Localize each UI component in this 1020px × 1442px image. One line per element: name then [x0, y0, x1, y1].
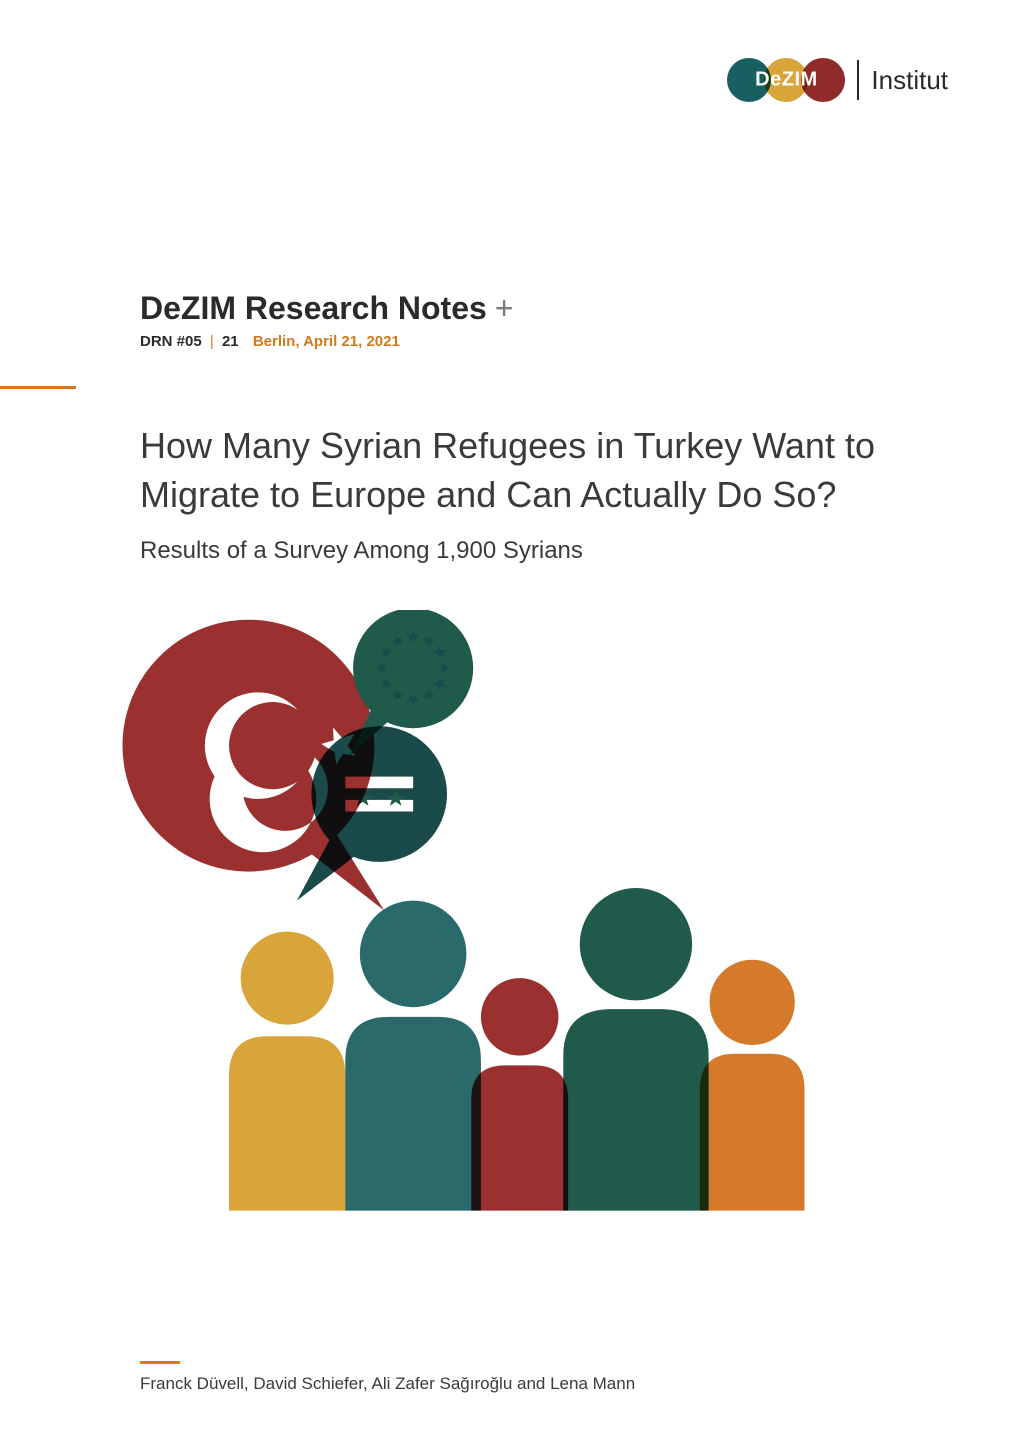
person-4: [563, 888, 708, 1211]
person-3: [471, 978, 568, 1211]
issue-date: Berlin, April 21, 2021: [253, 333, 400, 350]
logo: DeZIM Institut: [727, 58, 948, 102]
person-1: [229, 932, 345, 1211]
cover-illustration: [100, 610, 920, 1230]
issue-code: DRN #05: [140, 333, 202, 350]
page-title: How Many Syrian Refugees in Turkey Want …: [140, 422, 880, 519]
issue-line: DRN #05 | 21 Berlin, April 21, 2021: [140, 333, 880, 350]
person-5: [700, 960, 805, 1211]
accent-marker-authors: [140, 1361, 180, 1364]
person-2: [345, 901, 481, 1211]
series-plus: +: [495, 290, 514, 327]
issue-number: 21: [222, 333, 239, 350]
accent-marker-top: [0, 386, 76, 389]
logo-circles: DeZIM: [727, 58, 845, 102]
logo-suffix: Institut: [871, 65, 948, 96]
subtitle: Results of a Survey Among 1,900 Syrians: [140, 537, 880, 565]
people-group: [229, 888, 804, 1211]
series-title: DeZIM Research Notes +: [140, 290, 880, 327]
series-title-text: DeZIM Research Notes: [140, 290, 487, 327]
authors: Franck Düvell, David Schiefer, Ali Zafer…: [140, 1374, 635, 1394]
logo-divider: [857, 60, 859, 100]
logo-brand-text: DeZIM: [755, 69, 818, 92]
content-block: DeZIM Research Notes + DRN #05 | 21 Berl…: [140, 290, 880, 565]
issue-separator: |: [210, 333, 214, 350]
